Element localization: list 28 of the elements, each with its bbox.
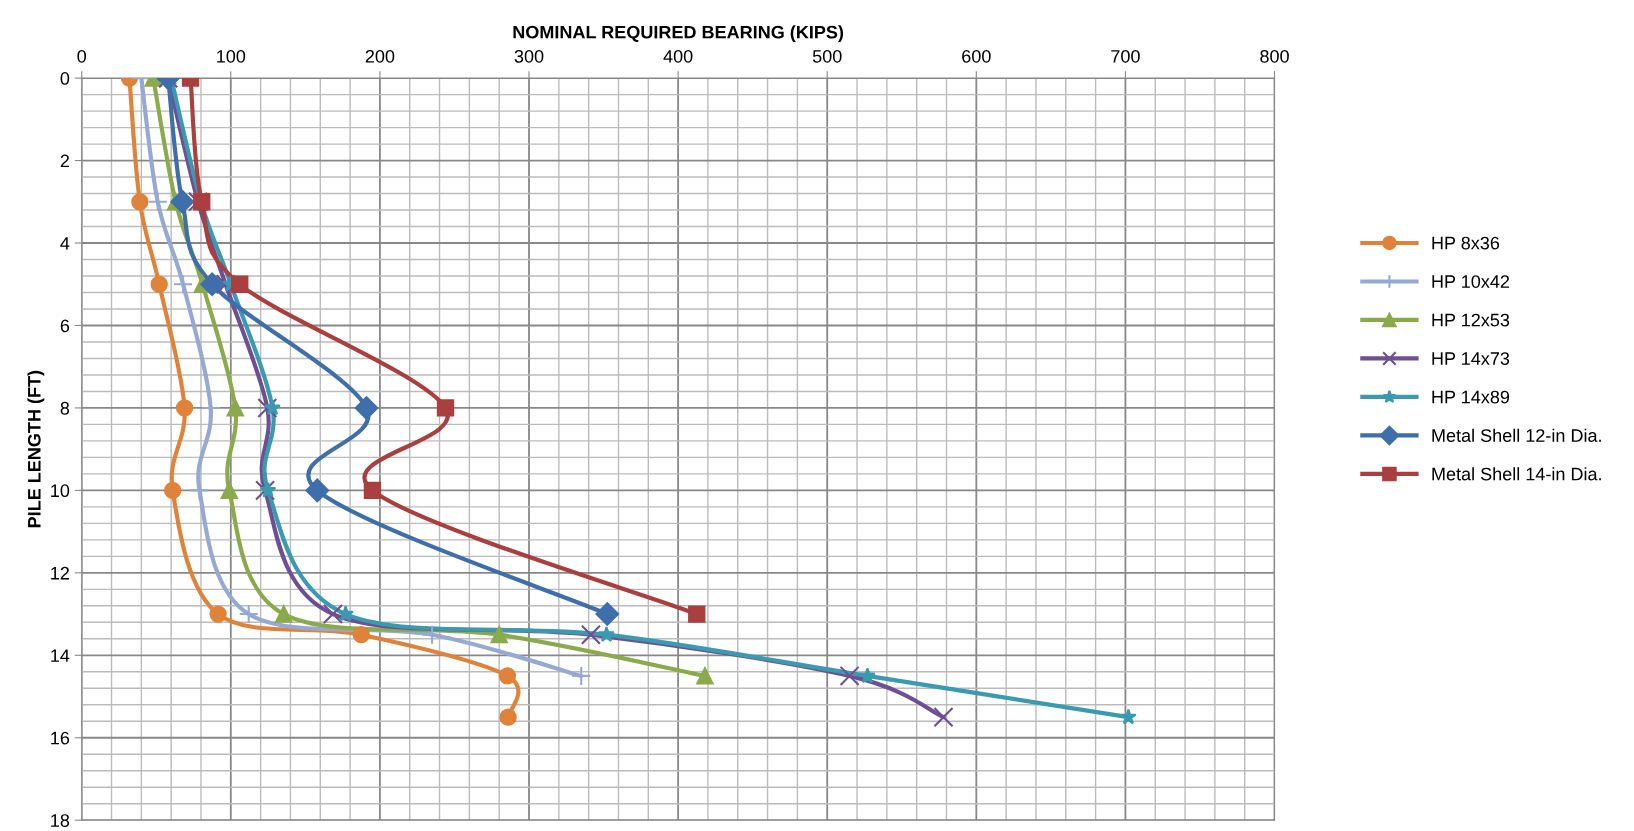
x-tick-label: 600 bbox=[962, 49, 991, 63]
x-tick-label: 100 bbox=[217, 49, 246, 63]
y-tick-label: 14 bbox=[51, 649, 70, 662]
x-tick-label: 800 bbox=[1260, 49, 1289, 63]
legend-label: HP 12x53 bbox=[1432, 313, 1510, 327]
legend-label: Metal Shell 14-in Dia. bbox=[1432, 467, 1601, 481]
legend-label: HP 10x42 bbox=[1432, 275, 1510, 288]
legend-label: Metal Shell 12-in Dia. bbox=[1432, 428, 1601, 442]
y-tick-label: 0 bbox=[60, 72, 70, 85]
y-tick-label: 16 bbox=[51, 731, 70, 745]
legend-label: HP 8x36 bbox=[1432, 236, 1500, 250]
legend-label: HP 14x89 bbox=[1432, 390, 1510, 404]
x-tick-label: 500 bbox=[812, 49, 842, 63]
x-tick-label: 700 bbox=[1111, 49, 1140, 63]
x-axis-title: NOMINAL REQUIRED BEARING (KIPS) bbox=[513, 25, 844, 43]
x-tick-label: 400 bbox=[663, 49, 693, 63]
y-tick-label: 8 bbox=[60, 401, 70, 415]
x-tick-label: 200 bbox=[365, 49, 395, 63]
y-tick-label: 18 bbox=[51, 814, 70, 827]
y-tick-label: 12 bbox=[51, 566, 69, 580]
x-tick-label: 0 bbox=[77, 49, 87, 63]
y-tick-label: 4 bbox=[60, 237, 70, 250]
y-tick-label: 10 bbox=[51, 484, 70, 498]
y-tick-label: 2 bbox=[60, 154, 69, 168]
legend-label: HP 14x73 bbox=[1432, 352, 1510, 365]
y-axis-title: PILE LENGTH (FT) bbox=[27, 370, 45, 528]
y-tick-label: 6 bbox=[60, 319, 70, 333]
x-tick-label: 300 bbox=[514, 49, 544, 63]
